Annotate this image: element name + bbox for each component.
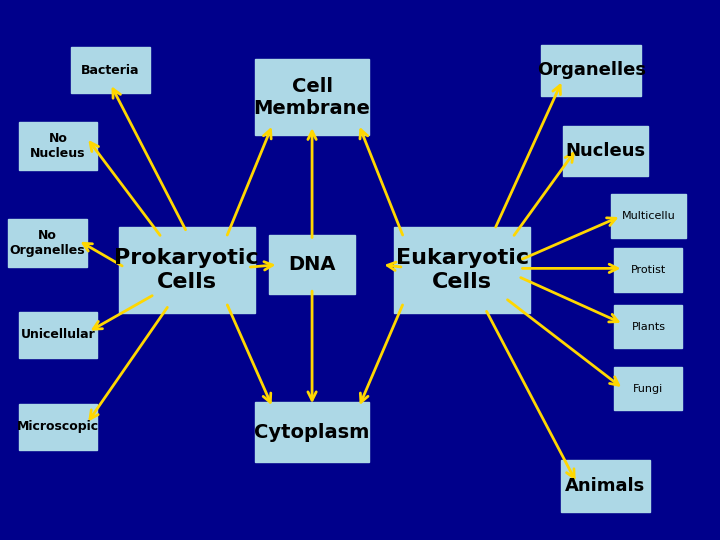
FancyBboxPatch shape bbox=[19, 122, 97, 170]
FancyBboxPatch shape bbox=[541, 45, 642, 96]
Text: Cytoplasm: Cytoplasm bbox=[254, 422, 370, 442]
Text: Animals: Animals bbox=[565, 477, 646, 495]
Text: No
Organelles: No Organelles bbox=[9, 229, 85, 257]
Text: Protist: Protist bbox=[631, 265, 666, 275]
Text: Fungi: Fungi bbox=[634, 384, 664, 394]
FancyBboxPatch shape bbox=[614, 367, 683, 410]
FancyBboxPatch shape bbox=[611, 194, 686, 238]
Text: No
Nucleus: No Nucleus bbox=[30, 132, 86, 160]
Text: Prokaryotic
Cells: Prokaryotic Cells bbox=[114, 248, 259, 292]
Text: Cell
Membrane: Cell Membrane bbox=[253, 77, 371, 118]
Text: Eukaryotic
Cells: Eukaryotic Cells bbox=[396, 248, 529, 292]
Text: Bacteria: Bacteria bbox=[81, 64, 140, 77]
FancyBboxPatch shape bbox=[8, 219, 86, 267]
FancyBboxPatch shape bbox=[614, 248, 683, 292]
Text: Unicellular: Unicellular bbox=[21, 328, 95, 341]
FancyBboxPatch shape bbox=[614, 305, 683, 348]
FancyBboxPatch shape bbox=[269, 235, 355, 294]
Text: Organelles: Organelles bbox=[536, 61, 646, 79]
FancyBboxPatch shape bbox=[71, 47, 150, 93]
Text: DNA: DNA bbox=[288, 255, 336, 274]
FancyBboxPatch shape bbox=[19, 404, 97, 449]
FancyBboxPatch shape bbox=[255, 59, 369, 135]
Text: Multicellu: Multicellu bbox=[621, 211, 675, 221]
FancyBboxPatch shape bbox=[19, 312, 97, 357]
Text: Microscopic: Microscopic bbox=[17, 420, 99, 433]
Text: Plants: Plants bbox=[631, 322, 665, 332]
FancyBboxPatch shape bbox=[562, 126, 649, 176]
FancyBboxPatch shape bbox=[119, 227, 255, 313]
FancyBboxPatch shape bbox=[395, 227, 531, 313]
FancyBboxPatch shape bbox=[255, 402, 369, 462]
Text: Nucleus: Nucleus bbox=[565, 142, 646, 160]
FancyBboxPatch shape bbox=[561, 460, 650, 512]
